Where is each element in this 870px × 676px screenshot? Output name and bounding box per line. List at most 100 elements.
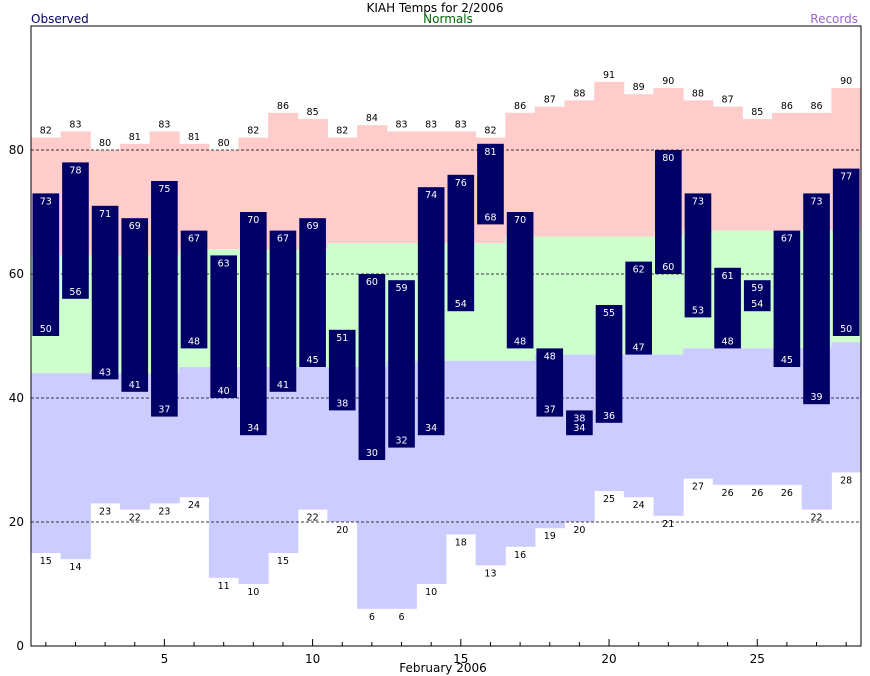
record-low-band	[712, 348, 743, 485]
legend-records: Records	[810, 12, 858, 26]
x-tick-label: 15	[453, 652, 468, 666]
record-high-label: 83	[395, 119, 407, 130]
observed-low-label: 60	[662, 262, 674, 273]
record-high-label: 81	[129, 132, 141, 143]
observed-bar	[655, 150, 682, 274]
observed-bar	[684, 193, 712, 318]
observed-low-label: 48	[188, 336, 200, 347]
observed-low-label: 36	[603, 411, 615, 422]
y-tick-label: 80	[9, 143, 24, 157]
record-low-label: 28	[840, 475, 852, 486]
observed-high-label: 75	[158, 184, 170, 195]
observed-low-label: 48	[722, 336, 734, 347]
x-tick-label: 25	[750, 652, 765, 666]
record-high-band	[208, 150, 239, 250]
normal-band	[475, 243, 506, 361]
observed-low-label: 34	[573, 423, 585, 434]
observed-bar	[388, 280, 415, 448]
observed-bar	[269, 230, 297, 392]
record-high-label: 86	[810, 101, 822, 112]
record-low-label: 10	[425, 587, 437, 598]
observed-low-label: 37	[544, 405, 556, 416]
observed-high-label: 76	[455, 178, 467, 189]
record-high-label: 80	[99, 138, 111, 149]
record-high-label: 80	[218, 138, 230, 149]
observed-high-label: 48	[544, 351, 556, 362]
observed-bar	[803, 193, 830, 405]
record-high-label: 83	[455, 119, 467, 130]
observed-low-label: 32	[395, 436, 407, 447]
record-low-label: 6	[369, 612, 375, 623]
record-high-band	[268, 112, 299, 250]
record-high-band	[327, 137, 358, 243]
observed-low-label: 53	[692, 305, 704, 316]
observed-bar	[180, 230, 208, 349]
observed-high-label: 74	[425, 190, 437, 201]
observed-bar	[625, 261, 652, 355]
observed-low-label: 30	[366, 448, 378, 459]
record-high-label: 90	[840, 76, 852, 87]
record-high-label: 83	[425, 119, 437, 130]
observed-bar	[210, 255, 237, 398]
observed-low-label: 48	[514, 336, 526, 347]
observed-bar	[328, 329, 356, 411]
observed-low-label: 38	[336, 398, 348, 409]
record-high-band	[772, 112, 803, 231]
y-tick-label: 0	[16, 639, 24, 653]
record-high-band	[564, 100, 595, 237]
record-high-label: 86	[514, 101, 526, 112]
observed-bar	[151, 181, 178, 417]
observed-low-label: 37	[158, 405, 170, 416]
observed-low-label: 34	[425, 423, 437, 434]
observed-low-label: 39	[810, 392, 822, 403]
record-high-label: 84	[366, 113, 378, 124]
observed-high-label: 73	[692, 196, 704, 207]
record-low-label: 22	[810, 513, 822, 524]
observed-bar	[536, 348, 564, 417]
record-high-label: 82	[484, 126, 496, 137]
observed-high-label: 70	[247, 215, 259, 226]
observed-bar	[595, 305, 623, 423]
observed-bar	[299, 218, 326, 367]
record-high-label: 87	[722, 95, 734, 106]
record-high-band	[594, 81, 625, 237]
observed-high-label: 78	[69, 165, 81, 176]
record-low-band	[623, 354, 654, 498]
record-low-band	[831, 342, 862, 473]
observed-high-label: 55	[603, 308, 615, 319]
observed-high-label: 59	[395, 283, 407, 294]
observed-high-label: 73	[40, 196, 52, 207]
chart-title: KIAH Temps for 2/2006	[366, 1, 504, 15]
record-high-label: 82	[40, 126, 52, 137]
observed-high-label: 59	[751, 283, 763, 294]
observed-bar	[62, 162, 89, 299]
y-tick-label: 40	[9, 391, 24, 405]
y-tick-label: 20	[9, 515, 24, 529]
x-axis-label: February 2006	[399, 661, 487, 675]
record-low-label: 6	[399, 612, 405, 623]
observed-high-label: 67	[277, 234, 289, 245]
observed-high-label: 80	[662, 153, 674, 164]
x-tick-label: 10	[305, 652, 320, 666]
record-low-label: 21	[662, 519, 674, 530]
record-low-band	[475, 360, 506, 566]
record-high-band	[712, 106, 743, 231]
observed-high-label: 70	[514, 215, 526, 226]
record-high-label: 86	[781, 101, 793, 112]
record-low-label: 26	[722, 488, 734, 499]
observed-bar	[91, 205, 119, 380]
record-low-band	[268, 367, 299, 553]
record-low-label: 19	[544, 531, 556, 542]
record-high-label: 88	[573, 88, 585, 99]
observed-low-label: 45	[781, 355, 793, 366]
observed-low-label: 40	[218, 386, 230, 397]
record-low-label: 16	[514, 550, 526, 561]
plot-frame	[30, 25, 862, 647]
record-high-label: 83	[158, 119, 170, 130]
record-low-label: 23	[99, 506, 111, 517]
record-low-label: 20	[336, 525, 348, 536]
observed-low-label: 50	[840, 324, 852, 335]
record-low-band	[90, 373, 121, 504]
